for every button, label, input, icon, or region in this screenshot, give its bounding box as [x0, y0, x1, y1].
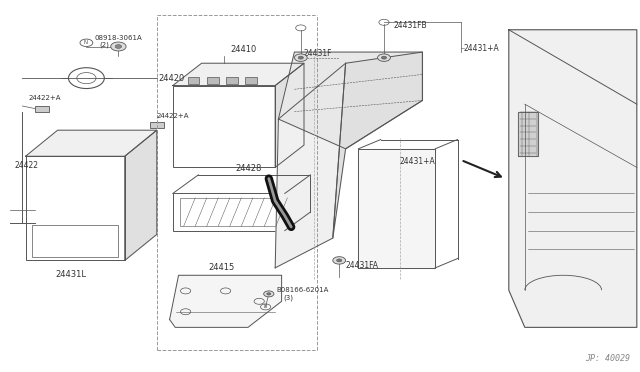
- Polygon shape: [278, 52, 422, 149]
- Polygon shape: [509, 30, 637, 327]
- Bar: [173, 193, 285, 231]
- Text: 24431F: 24431F: [304, 49, 333, 58]
- Circle shape: [381, 56, 387, 59]
- Text: 24422: 24422: [14, 161, 38, 170]
- Text: 08918-3061A: 08918-3061A: [95, 35, 143, 41]
- Circle shape: [267, 293, 271, 295]
- Bar: [173, 86, 275, 167]
- Text: JP: 40029: JP: 40029: [586, 354, 630, 363]
- Bar: [150, 122, 164, 128]
- Text: (3): (3): [284, 294, 294, 301]
- Circle shape: [337, 259, 342, 262]
- Polygon shape: [275, 63, 346, 268]
- Polygon shape: [333, 52, 422, 238]
- Polygon shape: [358, 149, 435, 268]
- Polygon shape: [26, 130, 157, 156]
- Circle shape: [294, 54, 307, 61]
- Bar: [227, 77, 238, 84]
- Text: 24428: 24428: [236, 164, 262, 173]
- Text: 24422+A: 24422+A: [157, 113, 189, 119]
- Circle shape: [115, 45, 122, 48]
- Bar: [188, 77, 200, 84]
- Polygon shape: [518, 112, 538, 156]
- Text: B08166-6201A: B08166-6201A: [276, 287, 329, 293]
- Circle shape: [333, 257, 346, 264]
- Polygon shape: [173, 63, 304, 86]
- Polygon shape: [125, 130, 157, 260]
- Text: 24415: 24415: [209, 263, 235, 272]
- Text: 24422+A: 24422+A: [29, 95, 61, 101]
- Circle shape: [298, 56, 303, 59]
- Polygon shape: [275, 63, 304, 167]
- Text: 24420: 24420: [158, 74, 184, 83]
- Circle shape: [264, 291, 274, 297]
- Bar: [207, 77, 219, 84]
- Polygon shape: [170, 275, 282, 327]
- Text: 24431+A: 24431+A: [464, 44, 500, 53]
- Circle shape: [111, 42, 126, 51]
- Bar: [32, 225, 118, 257]
- Text: 24431+A: 24431+A: [400, 157, 436, 166]
- Circle shape: [378, 54, 390, 61]
- Bar: [180, 198, 277, 226]
- Text: (2): (2): [99, 41, 109, 48]
- Bar: [35, 106, 49, 112]
- Text: 24410: 24410: [230, 45, 257, 54]
- Bar: [246, 77, 257, 84]
- Text: 24431FA: 24431FA: [346, 262, 379, 270]
- Text: 24431FB: 24431FB: [394, 21, 428, 30]
- Bar: [26, 156, 125, 260]
- Text: 24431L: 24431L: [56, 270, 86, 279]
- Text: B: B: [263, 304, 267, 310]
- Text: N: N: [83, 40, 87, 45]
